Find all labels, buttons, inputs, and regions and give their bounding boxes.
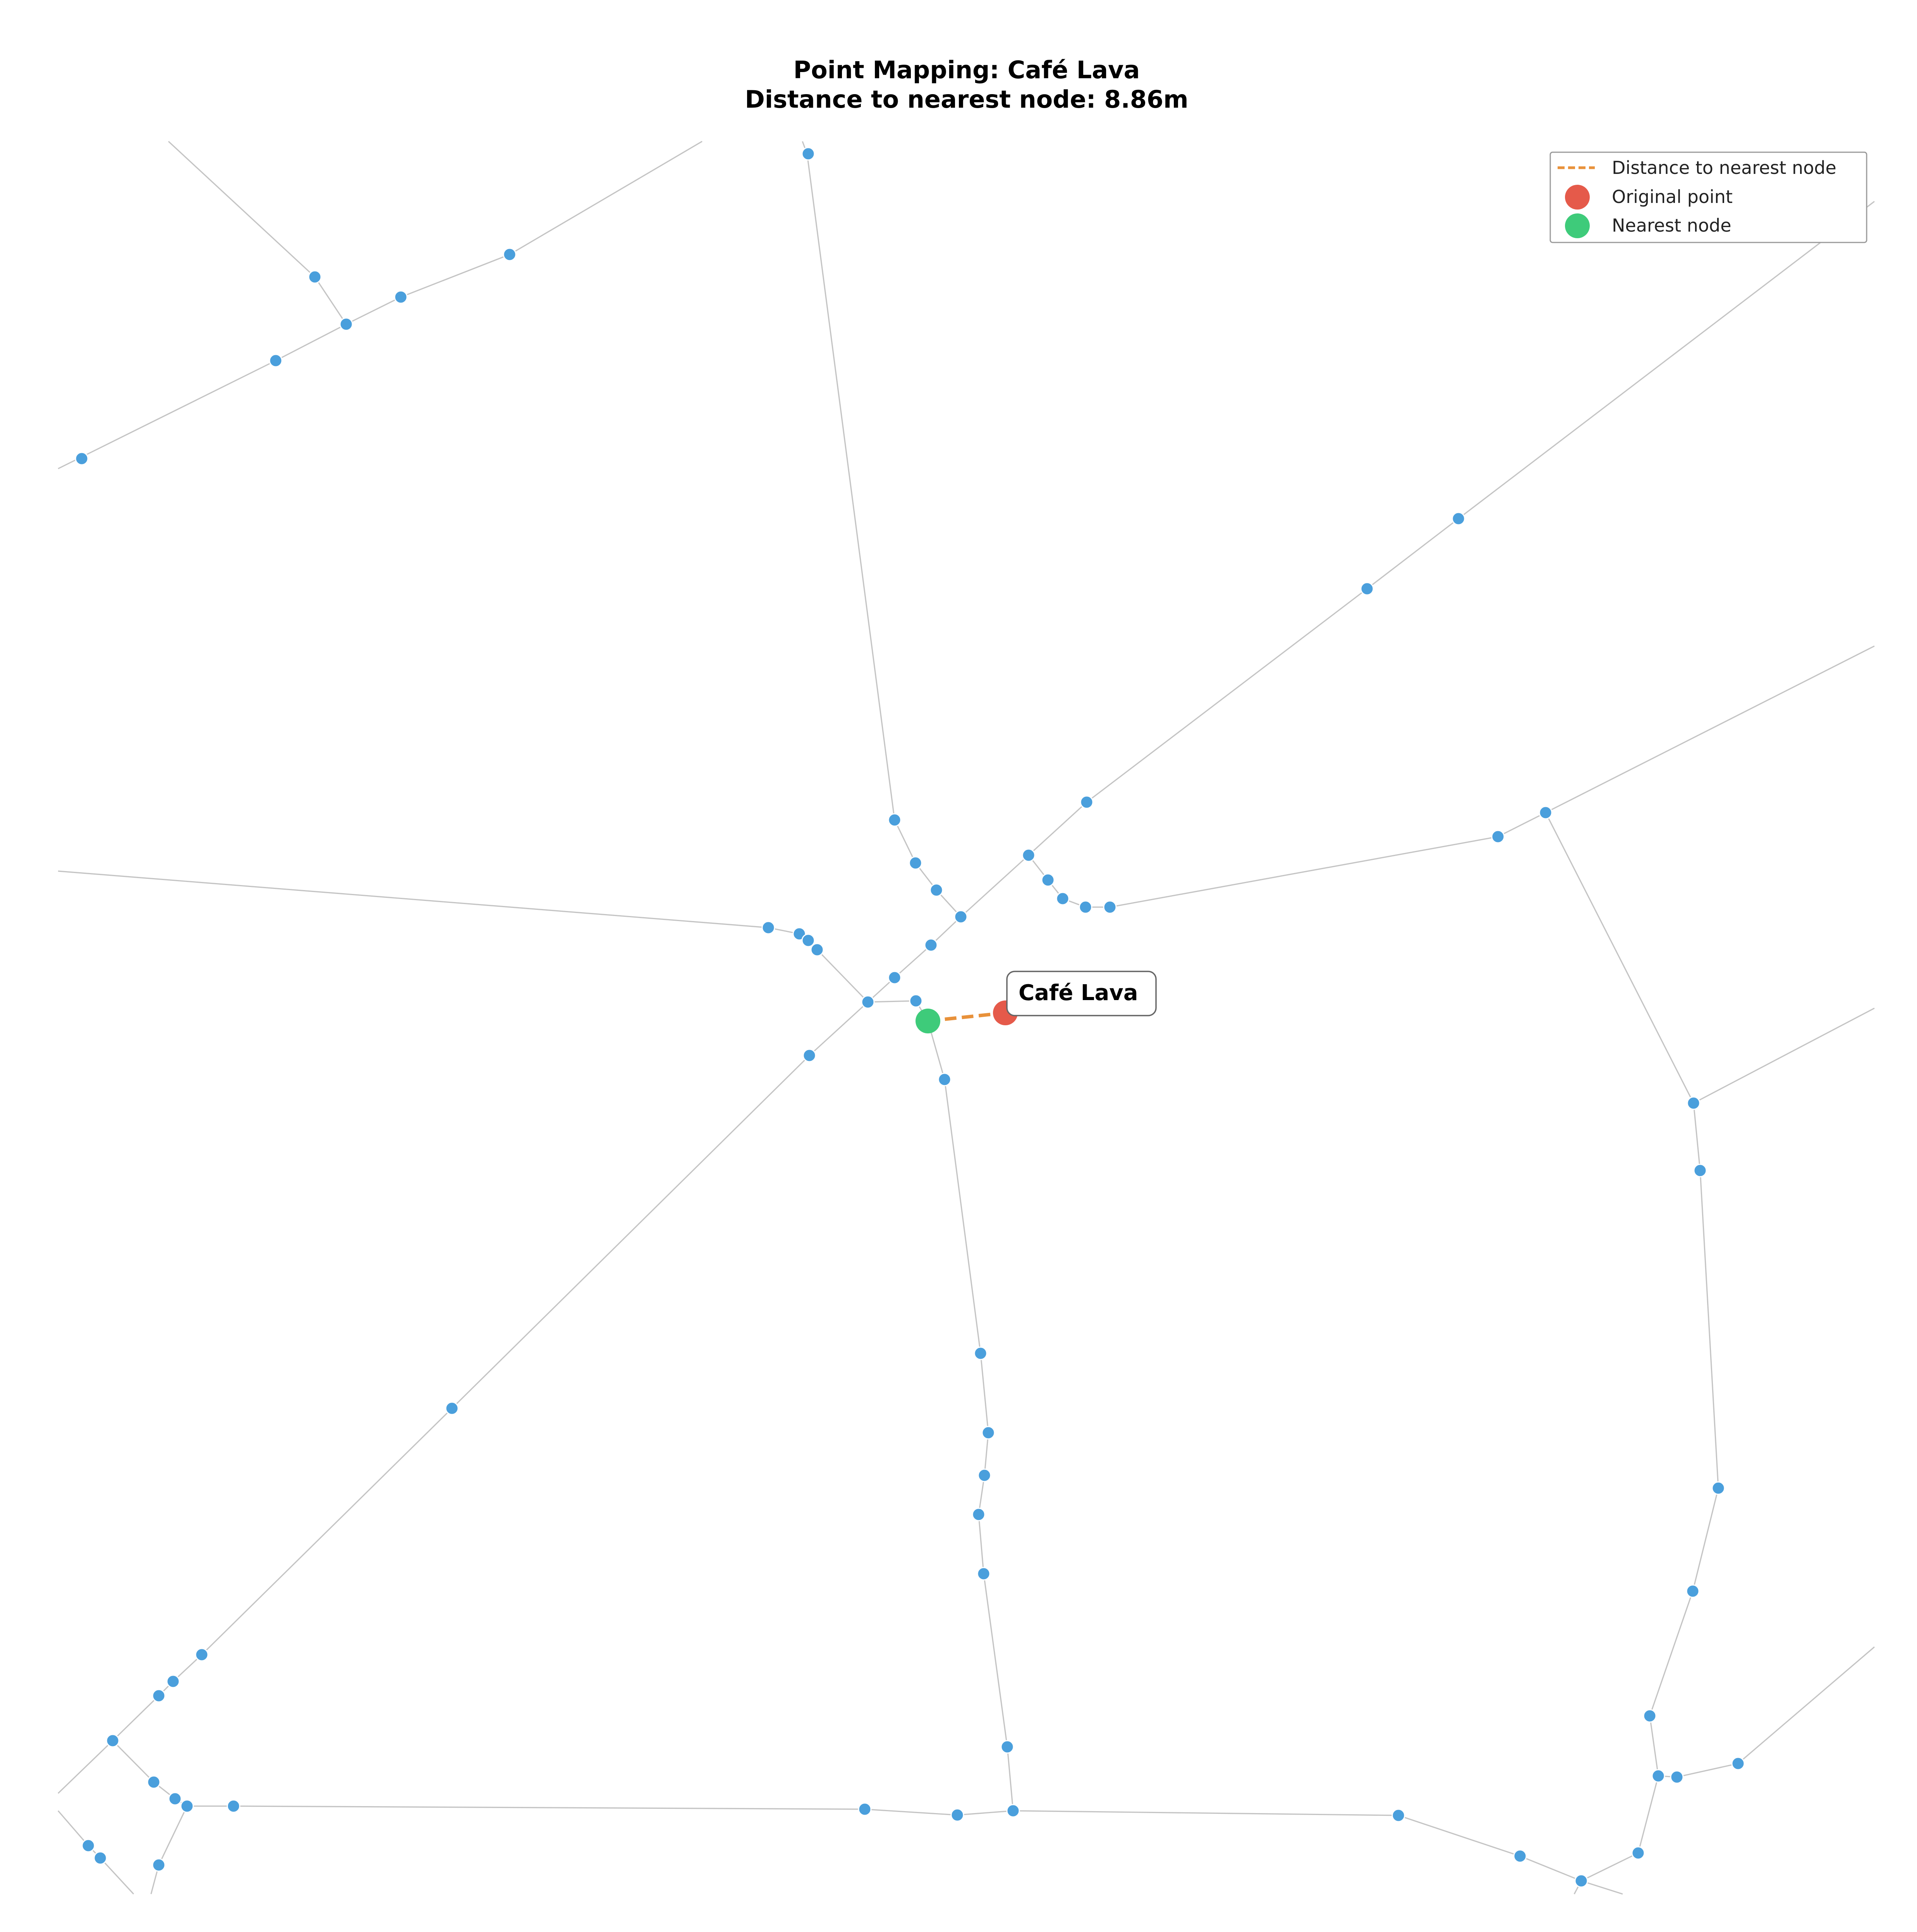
- road-edge: [168, 141, 347, 325]
- road-node: [929, 883, 943, 897]
- road-node: [888, 971, 902, 985]
- road-node: [1731, 1757, 1745, 1770]
- poi-label: Café Lava: [1006, 971, 1157, 1016]
- legend-box: [1549, 151, 1867, 243]
- chart-title-line1: Point Mapping: Café Lava: [794, 56, 1140, 84]
- road-edge: [58, 870, 929, 1021]
- road-node: [227, 1799, 240, 1813]
- road-node: [1711, 1481, 1725, 1495]
- road-node: [861, 995, 875, 1009]
- road-node: [1056, 892, 1070, 906]
- road-node: [147, 1775, 161, 1789]
- road-node: [1079, 900, 1092, 914]
- road-node: [938, 1073, 952, 1086]
- road-node: [445, 1401, 459, 1415]
- road-node: [977, 1567, 991, 1581]
- road-edge: [1693, 1007, 1875, 1104]
- road-node: [761, 921, 775, 935]
- road-node: [1022, 848, 1036, 862]
- road-node: [1391, 1808, 1405, 1822]
- road-node: [1539, 806, 1553, 820]
- road-node: [801, 933, 815, 947]
- road-node: [195, 1648, 209, 1662]
- poi-label-box: [1006, 971, 1157, 1016]
- road-edge: [57, 1810, 134, 1895]
- road-node: [888, 813, 902, 827]
- road-node: [1491, 830, 1505, 844]
- road-node: [909, 856, 922, 870]
- road-node: [308, 270, 322, 284]
- road-node: [810, 943, 824, 957]
- road-node: [1687, 1096, 1701, 1110]
- road-node: [924, 938, 938, 952]
- road-node: [1000, 1740, 1014, 1754]
- road-node: [1651, 1769, 1665, 1783]
- road-node: [339, 317, 353, 331]
- road-node: [503, 248, 517, 261]
- road-node: [180, 1799, 194, 1813]
- legend-nearest-node-icon: [1565, 213, 1590, 238]
- road-node: [1451, 512, 1465, 526]
- road-node: [152, 1689, 166, 1703]
- road-node: [1686, 1584, 1700, 1598]
- legend-label-original: Original point: [1612, 186, 1733, 207]
- legend-label-distance: Distance to nearest node: [1612, 157, 1836, 178]
- chart-title-line2: Distance to nearest node: 8.86m: [745, 85, 1188, 113]
- road-node: [269, 354, 283, 368]
- road-node: [1080, 795, 1094, 809]
- road-node: [81, 1839, 95, 1853]
- road-node: [801, 147, 815, 161]
- legend-label-nearest: Nearest node: [1612, 215, 1731, 236]
- legend: Distance to nearest node Original point …: [1549, 151, 1867, 243]
- road-node: [1513, 1849, 1527, 1863]
- road-node: [977, 1468, 991, 1482]
- road-edge: [58, 141, 703, 469]
- road-node: [168, 1792, 182, 1806]
- road-node: [981, 1426, 995, 1440]
- road-node: [802, 1049, 816, 1062]
- distance-line: [928, 1011, 1006, 1023]
- road-nodes: [75, 147, 1745, 1888]
- road-node: [972, 1507, 986, 1521]
- road-node: [1041, 873, 1055, 887]
- road-node: [858, 1802, 872, 1816]
- road-node: [1631, 1846, 1645, 1860]
- road-node: [950, 1808, 964, 1822]
- road-node: [1670, 1770, 1684, 1784]
- nearest-node-marker: [916, 1009, 940, 1033]
- road-edge: [1658, 1646, 1875, 1778]
- road-node: [106, 1734, 120, 1748]
- legend-original-point-icon: [1565, 185, 1590, 210]
- road-node: [152, 1858, 166, 1872]
- road-node: [954, 910, 968, 924]
- road-edge: [802, 141, 962, 918]
- road-node: [1643, 1709, 1657, 1723]
- road-edge: [1028, 645, 1875, 908]
- road-node: [93, 1851, 107, 1865]
- road-node: [1693, 1164, 1707, 1177]
- road-node: [394, 290, 408, 304]
- road-node: [75, 452, 89, 466]
- road-node: [1574, 1874, 1588, 1888]
- road-node: [1006, 1804, 1020, 1818]
- road-node: [909, 994, 923, 1008]
- poi-name: Café Lava: [1019, 980, 1138, 1006]
- road-node: [166, 1674, 180, 1688]
- road-edge: [150, 1806, 188, 1894]
- road-node: [1103, 900, 1117, 914]
- road-edge: [927, 1021, 1014, 1811]
- road-edge: [57, 201, 1875, 1794]
- road-node: [974, 1346, 988, 1360]
- road-edge: [1545, 812, 1719, 1894]
- road-node: [1360, 582, 1374, 596]
